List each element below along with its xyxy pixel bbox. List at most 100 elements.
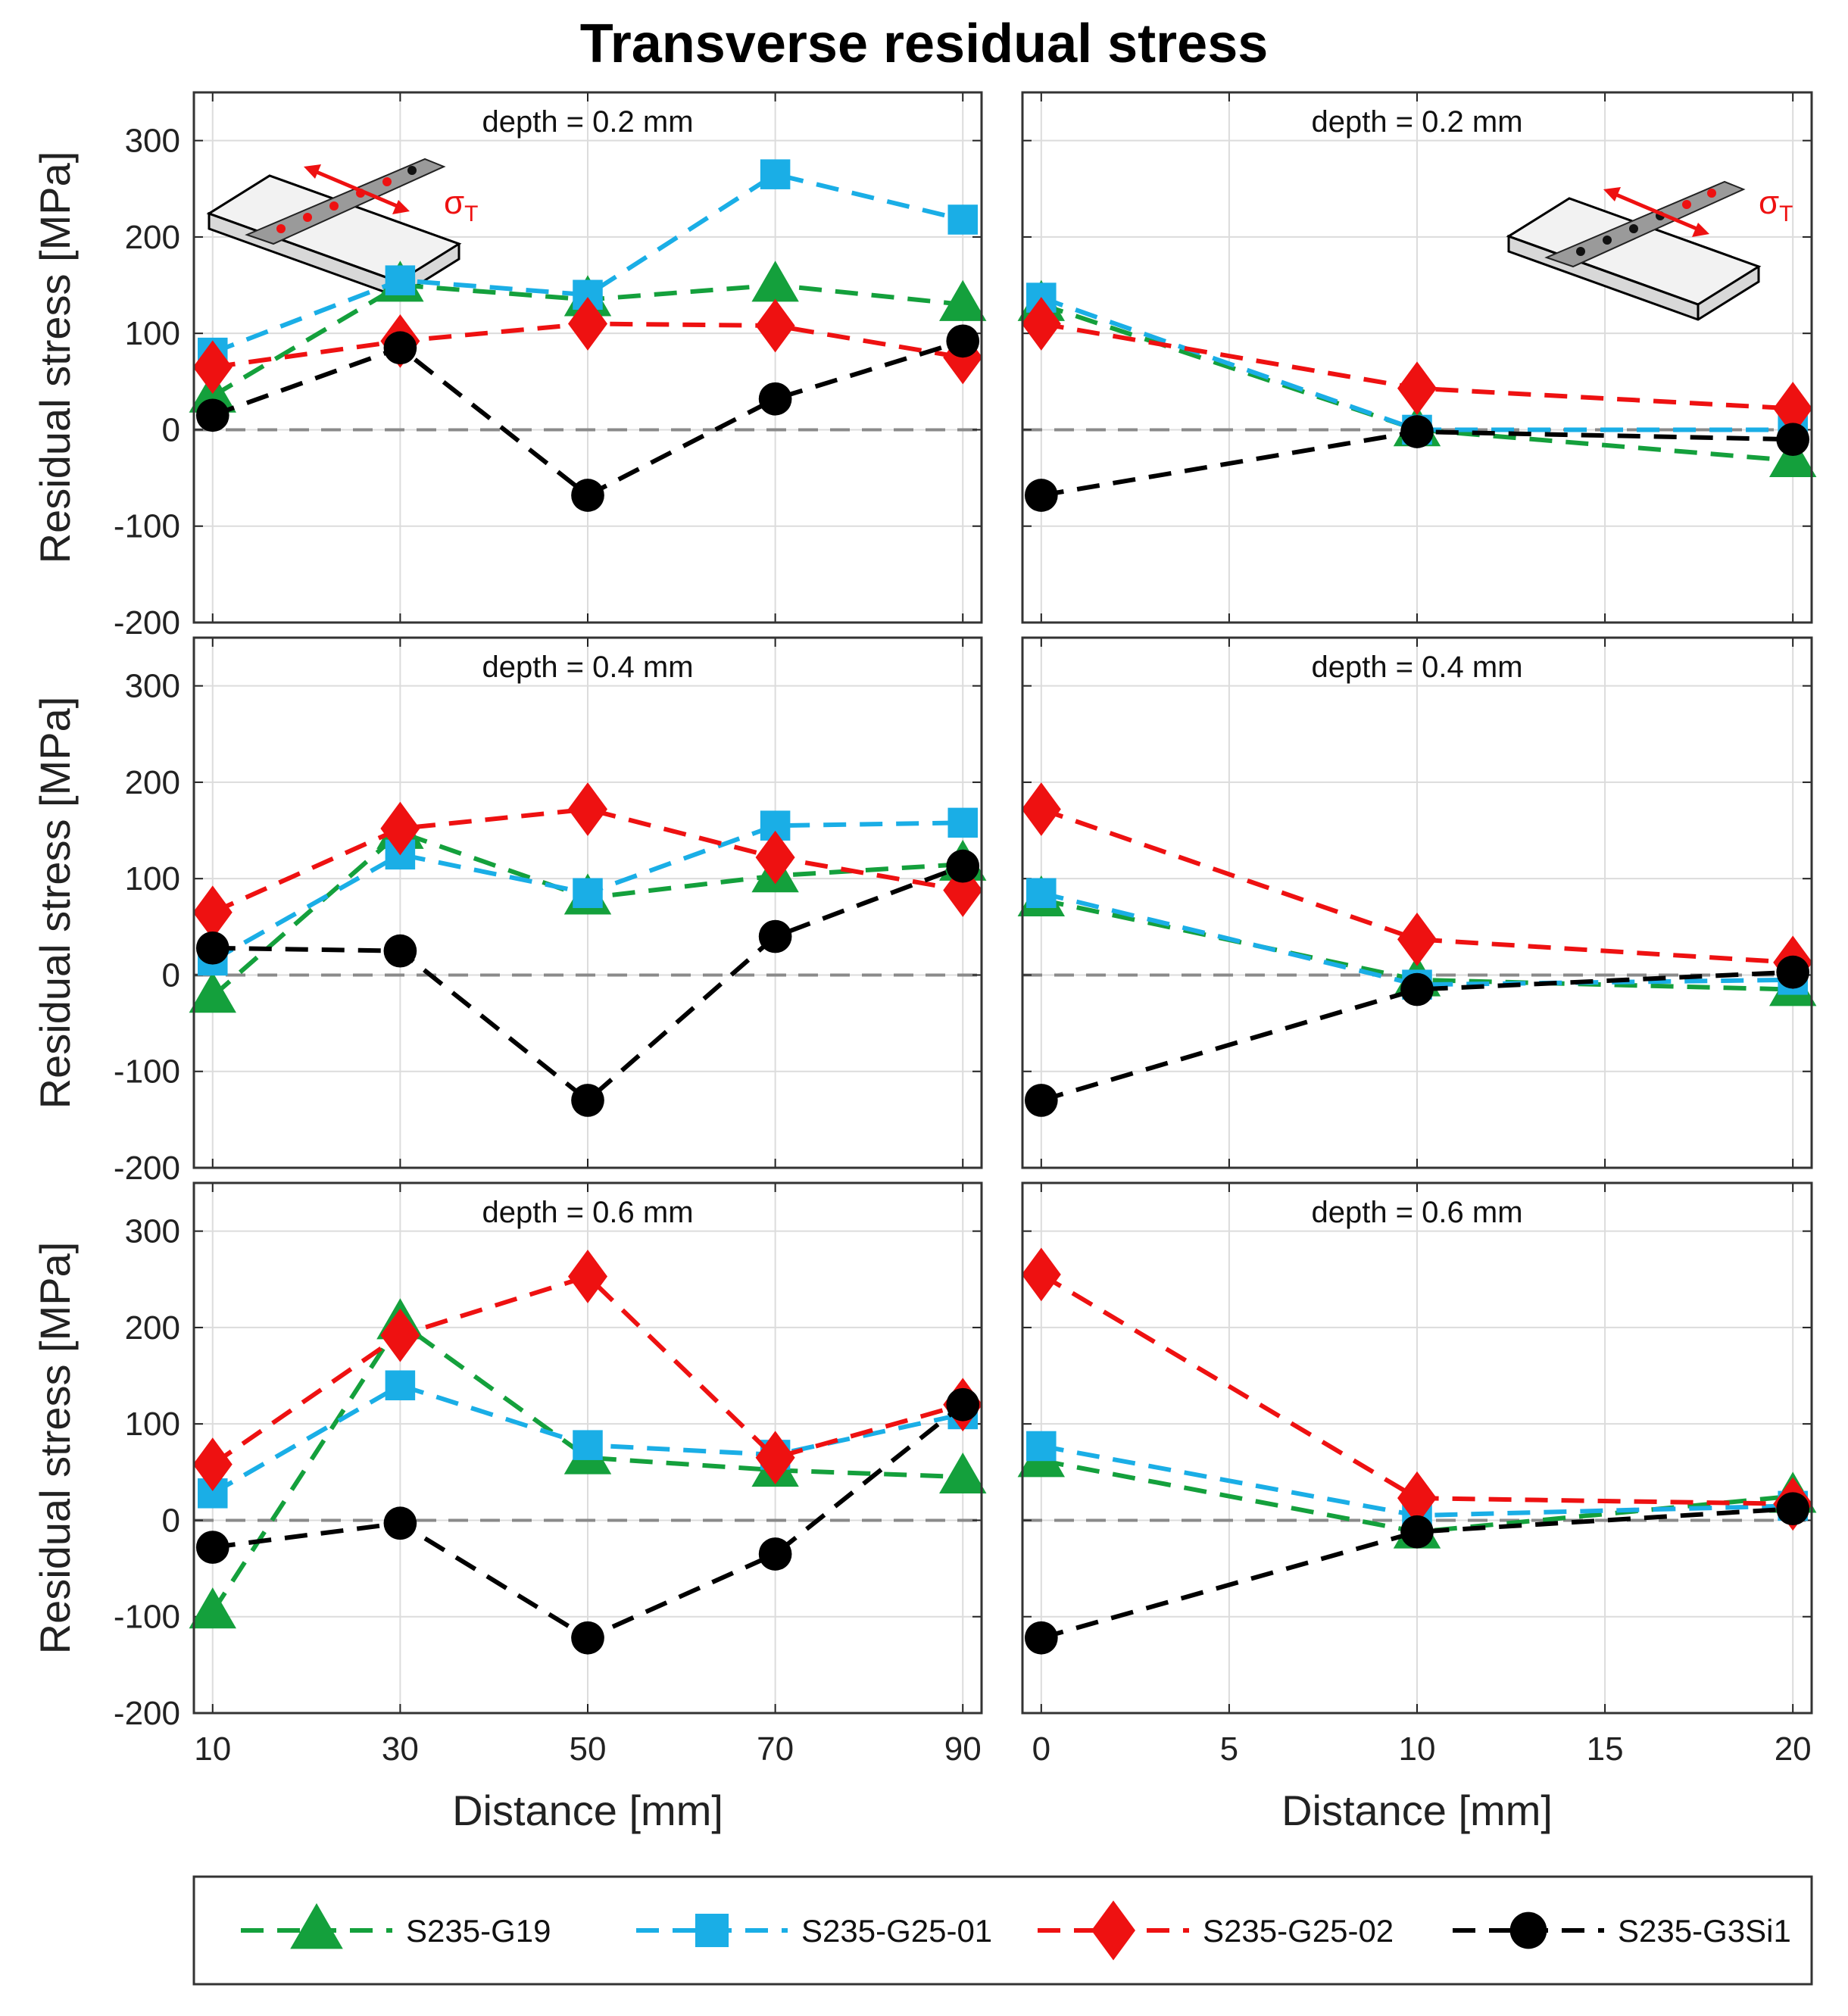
y-tick-label: -100 bbox=[114, 508, 180, 545]
sigma-symbol: σ bbox=[1759, 184, 1779, 221]
data-point-circle bbox=[1776, 1492, 1810, 1526]
measurement-point-icon bbox=[1629, 224, 1638, 233]
data-point-diamond bbox=[568, 782, 607, 836]
series-line-S235-G25-02 bbox=[211, 1274, 964, 1467]
series-line-S235-G3Si1 bbox=[212, 863, 964, 1103]
y-tick-label: 0 bbox=[162, 411, 180, 448]
weld-bead-icon bbox=[1544, 180, 1746, 268]
y-tick-label: -200 bbox=[114, 1150, 180, 1187]
x-tick-label: 0 bbox=[1032, 1730, 1050, 1768]
panel-depth-label: depth = 0.6 mm bbox=[1311, 1196, 1522, 1229]
series-S235-G3Si1 bbox=[195, 324, 980, 512]
y-tick-label: 200 bbox=[125, 1309, 180, 1347]
data-point-diamond bbox=[1773, 382, 1813, 435]
y-tick-label: 300 bbox=[125, 1213, 180, 1250]
sigma-subscript: T bbox=[464, 201, 478, 226]
plate-edge-icon bbox=[1507, 234, 1700, 320]
y-tick-label: -200 bbox=[114, 1695, 180, 1732]
panel-depth-label: depth = 0.2 mm bbox=[1311, 105, 1522, 139]
sigma-t-label: σT bbox=[1759, 184, 1793, 226]
data-point-diamond bbox=[192, 1437, 233, 1491]
stress-arrow-icon bbox=[1606, 189, 1706, 235]
measurement-point-icon bbox=[329, 201, 339, 211]
x-tick-label: 10 bbox=[194, 1730, 231, 1768]
y-axis-label: Residual stress [MPa] bbox=[31, 697, 79, 1109]
weld-bead-icon bbox=[245, 158, 446, 245]
sigma-subscript: T bbox=[1779, 201, 1793, 226]
data-point-diamond bbox=[380, 801, 420, 856]
data-point-circle bbox=[195, 931, 229, 965]
data-point-diamond bbox=[755, 298, 795, 353]
data-point-circle bbox=[383, 934, 417, 968]
data-point-circle bbox=[571, 479, 604, 512]
series-line-S235-G3Si1 bbox=[1040, 1506, 1793, 1640]
y-tick-label: 100 bbox=[125, 860, 180, 897]
data-point-circle bbox=[758, 1537, 792, 1571]
panel-depth-label: depth = 0.6 mm bbox=[482, 1196, 693, 1229]
y-tick-label: 300 bbox=[125, 668, 180, 705]
sigma-symbol: σ bbox=[444, 184, 464, 221]
data-point-circle bbox=[383, 331, 417, 365]
data-point-circle bbox=[1400, 1515, 1434, 1549]
legend-marker-diamond bbox=[1091, 1900, 1135, 1961]
legend: S235-G19 S235-G25-01 S235-G25-02 S235-G3Si1 bbox=[192, 1875, 1813, 1986]
x-tick-label: 20 bbox=[1775, 1730, 1812, 1768]
data-point-square bbox=[1026, 1431, 1057, 1462]
data-point-diamond bbox=[568, 1250, 607, 1303]
legend-frame bbox=[192, 1875, 1813, 1986]
series-S235-G3Si1 bbox=[1024, 955, 1810, 1117]
data-point-square bbox=[947, 204, 978, 235]
data-point-diamond bbox=[755, 830, 795, 885]
data-point-circle bbox=[1776, 423, 1810, 457]
series-S235-G25-02 bbox=[1021, 297, 1813, 435]
legend-marker-triangle bbox=[290, 1903, 343, 1949]
data-point-diamond bbox=[1021, 297, 1061, 351]
figure-title: Transverse residual stress bbox=[580, 14, 1269, 74]
plot-frame bbox=[1021, 91, 1813, 624]
data-point-circle bbox=[1400, 415, 1434, 448]
data-point-square bbox=[760, 159, 791, 189]
legend-label: S235-G25-01 bbox=[801, 1913, 992, 1949]
panel-5: depth = 0.6 mm 300 200 100 0 -100 -200 Residual… bbox=[31, 1181, 987, 1834]
y-tick-label: 0 bbox=[162, 957, 180, 994]
x-tick-label: 10 bbox=[1399, 1730, 1436, 1768]
data-point-triangle bbox=[1768, 435, 1817, 478]
plot-frame bbox=[192, 1181, 983, 1715]
x-tick-label: 70 bbox=[757, 1730, 794, 1768]
data-point-triangle bbox=[189, 972, 236, 1013]
series-line-S235-G25-01 bbox=[211, 171, 963, 355]
stress-arrow-icon bbox=[307, 166, 407, 212]
data-point-circle bbox=[1024, 1621, 1058, 1655]
x-tick-label: 30 bbox=[382, 1730, 419, 1768]
legend-entry-S235-G25-02: S235-G25-02 bbox=[1038, 1900, 1394, 1961]
data-point-triangle bbox=[939, 1452, 987, 1494]
plot-frame bbox=[1021, 636, 1813, 1169]
series-S235-G3Si1 bbox=[1024, 415, 1810, 512]
x-tick-label: 15 bbox=[1587, 1730, 1624, 1768]
x-tick-label: 90 bbox=[944, 1730, 982, 1768]
data-point-square bbox=[573, 1430, 603, 1460]
legend-entry-S235-G3Si1: S235-G3Si1 bbox=[1453, 1911, 1791, 1949]
series-S235-G25-02 bbox=[192, 1250, 983, 1491]
legend-label: S235-G3Si1 bbox=[1618, 1913, 1791, 1949]
weld-plate-inset-2: σT bbox=[1506, 180, 1793, 321]
panel-4: depth = 0.4 mm bbox=[1017, 636, 1817, 1169]
data-point-circle bbox=[195, 1531, 229, 1564]
sigma-t-label: σT bbox=[444, 184, 478, 226]
x-tick-label: 50 bbox=[570, 1730, 607, 1768]
data-point-diamond bbox=[192, 340, 233, 395]
data-point-square bbox=[1026, 878, 1057, 909]
data-point-diamond bbox=[1021, 782, 1061, 836]
y-axis-label: Residual stress [MPa] bbox=[31, 151, 79, 564]
series-line-S235-G19 bbox=[211, 1319, 963, 1613]
data-point-circle bbox=[571, 1621, 604, 1655]
y-tick-label: 100 bbox=[125, 1406, 180, 1443]
measurement-point-icon bbox=[1682, 200, 1691, 209]
measurement-point-icon bbox=[276, 224, 286, 233]
data-point-circle bbox=[946, 1387, 980, 1421]
y-tick-label: -200 bbox=[114, 604, 180, 641]
